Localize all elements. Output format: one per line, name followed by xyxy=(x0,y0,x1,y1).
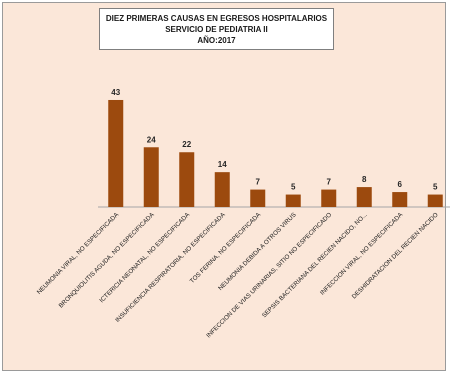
data-label: 7 xyxy=(256,178,261,187)
bar xyxy=(356,187,372,207)
bar xyxy=(179,152,195,207)
category-label: NEUMONIA DEBIDA A OTROS VIRUS xyxy=(217,211,298,292)
data-label: 14 xyxy=(218,160,227,169)
data-label: 5 xyxy=(291,183,296,192)
bar xyxy=(392,192,408,207)
bar xyxy=(285,194,301,207)
bar xyxy=(250,189,266,207)
data-label: 6 xyxy=(398,180,403,189)
bar xyxy=(108,99,124,207)
bar xyxy=(214,172,230,207)
bar xyxy=(321,189,337,207)
data-label: 5 xyxy=(433,183,438,192)
data-label: 22 xyxy=(182,140,191,149)
data-label: 24 xyxy=(147,135,156,144)
data-label: 7 xyxy=(327,178,332,187)
title-line-1: DIEZ PRIMERAS CAUSAS EN EGRESOS HOSPITAL… xyxy=(105,14,328,23)
title-line-3: AÑO:2017 xyxy=(197,36,236,45)
category-label: INFECCION DE VIAS URINARIAS, SITIO NO ES… xyxy=(205,211,333,339)
category-label: TOS FERINA, NO ESPECIFICADA xyxy=(189,211,263,285)
chart-title: DIEZ PRIMERAS CAUSAS EN EGRESOS HOSPITAL… xyxy=(99,8,334,50)
title-line-2: SERVICIO DE PEDIATRIA II xyxy=(165,25,268,34)
data-label: 8 xyxy=(362,175,367,184)
data-label: 43 xyxy=(111,88,120,97)
bar xyxy=(427,194,443,207)
bar xyxy=(143,147,159,207)
